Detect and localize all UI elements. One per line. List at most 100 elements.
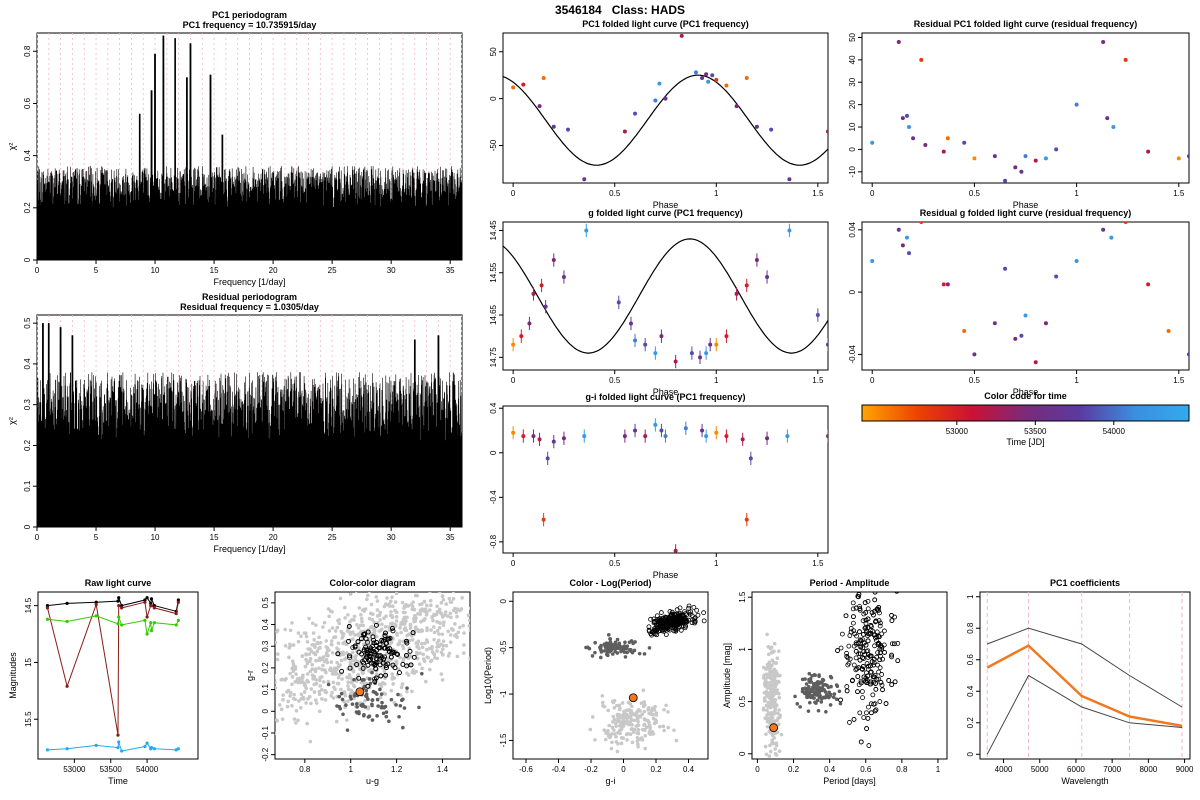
scatter-point — [369, 648, 375, 654]
scatter-point — [765, 708, 769, 713]
scatter-point — [812, 696, 816, 700]
x-tick-label: 15 — [210, 533, 219, 542]
data-point — [663, 434, 668, 439]
scatter-point — [768, 704, 773, 708]
scatter-point — [495, 618, 499, 622]
scatter-point — [348, 592, 353, 596]
scatter-point — [362, 684, 367, 689]
scatter-point — [387, 604, 392, 608]
scatter-point — [859, 587, 863, 591]
light-curve-point — [145, 741, 149, 745]
x-tick-label: 1 — [1074, 189, 1079, 198]
scatter-point — [446, 579, 450, 583]
scatter-point — [776, 711, 780, 716]
scatter-point — [414, 641, 419, 645]
data-point — [962, 329, 967, 334]
scatter-point — [828, 692, 833, 697]
scatter-point — [400, 698, 404, 703]
scatter-point — [275, 680, 277, 685]
scatter-point — [625, 731, 630, 736]
scatter-point — [775, 656, 780, 661]
scatter-point — [614, 734, 618, 739]
scatter-point — [402, 706, 407, 710]
scatter-point — [499, 588, 503, 592]
light-curve-point — [149, 621, 153, 625]
scatter-point — [367, 714, 372, 718]
scatter-point — [879, 682, 885, 688]
scatter-point — [769, 676, 774, 681]
data-point — [785, 434, 790, 439]
scatter-point — [284, 676, 288, 681]
scatter-point — [599, 648, 603, 652]
scatter-point — [771, 704, 776, 709]
scatter-point — [892, 679, 898, 685]
scatter-point — [250, 643, 254, 647]
data-point — [787, 177, 792, 182]
data-point — [1054, 274, 1059, 279]
scatter-point — [387, 625, 391, 629]
scatter-point — [762, 682, 767, 686]
scatter-point — [404, 652, 409, 658]
scatter-point — [858, 638, 864, 644]
scatter-point — [340, 631, 344, 635]
scatter-point — [772, 660, 776, 665]
scatter-point — [404, 638, 409, 644]
plot-area — [45, 595, 180, 753]
data-point — [923, 142, 928, 147]
y-tick-label: -10 — [848, 165, 857, 177]
scatter-point — [587, 646, 592, 651]
data-point — [708, 342, 713, 347]
scatter-point — [400, 600, 405, 605]
scatter-point — [761, 706, 766, 711]
scatter-point — [346, 699, 350, 704]
scatter-point — [767, 680, 772, 685]
scatter-point — [776, 673, 780, 678]
scatter-point — [864, 661, 870, 666]
scatter-point — [335, 660, 339, 665]
scatter-point — [418, 651, 422, 655]
scatter-point — [815, 680, 820, 684]
scatter-point — [411, 654, 417, 660]
scatter-point — [404, 640, 410, 646]
scatter-point — [646, 624, 652, 630]
light-curve-point — [176, 598, 180, 602]
scatter-point — [335, 625, 340, 630]
x-tick-label: 54000 — [136, 765, 159, 774]
scatter-point — [612, 717, 617, 722]
data-point — [633, 111, 638, 116]
scatter-point — [404, 628, 409, 633]
scatter-point — [647, 723, 652, 727]
scatter-point — [327, 614, 331, 619]
scatter-point — [269, 657, 273, 661]
scatter-point — [878, 653, 883, 659]
scatter-point — [636, 731, 641, 736]
scatter-point — [365, 683, 371, 689]
scatter-point — [481, 609, 485, 613]
scatter-point — [859, 587, 863, 591]
light-curve-point — [116, 599, 120, 603]
data-point — [1054, 147, 1059, 152]
scatter-point — [450, 627, 454, 631]
scatter-point — [694, 608, 700, 613]
x-tick-label: 20 — [269, 533, 278, 542]
data-point — [679, 33, 684, 38]
scatter-point — [416, 586, 420, 590]
scatter-point — [805, 695, 809, 699]
data-point — [787, 228, 792, 233]
scatter-point — [371, 689, 376, 694]
scatter-point — [383, 673, 388, 677]
scatter-point — [291, 696, 296, 701]
scatter-point — [811, 685, 815, 690]
scatter-point — [325, 660, 330, 665]
scatter-point — [427, 646, 432, 651]
scatter-point — [876, 633, 881, 639]
scatter-point — [480, 617, 484, 621]
scatter-point — [491, 617, 495, 621]
scatter-point — [339, 658, 344, 663]
scatter-point — [602, 649, 607, 653]
scatter-point — [643, 746, 648, 751]
scatter-point — [351, 630, 355, 634]
data-point — [541, 517, 546, 522]
y-tick-label: 0 — [489, 96, 498, 101]
scatter-point — [860, 655, 865, 661]
